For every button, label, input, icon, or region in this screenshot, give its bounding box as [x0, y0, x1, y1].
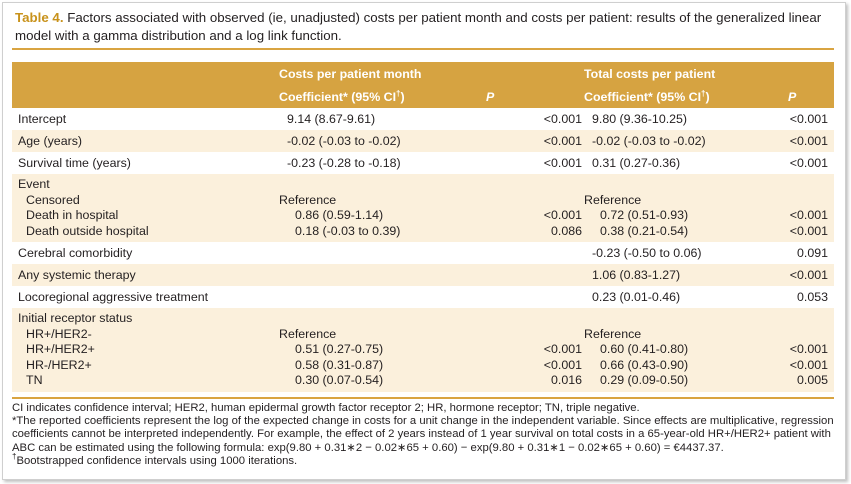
table-figure: Table 4. Factors associated with observe… [2, 2, 846, 480]
table-row: Initial receptor status HR+/HER2- HR+/HE… [12, 308, 834, 392]
footnote-coefficients: *The reported coefficients represent the… [12, 415, 834, 454]
table-row: Age (years) -0.02 (-0.03 to -0.02) <0.00… [12, 130, 834, 152]
caption-text: Factors associated with observed (ie, un… [15, 10, 822, 43]
header-p-2: P [788, 90, 797, 104]
header-total-costs: Total costs per patient [584, 67, 716, 81]
header-row-groups: Costs per patient month Total costs per … [12, 62, 834, 86]
table-bottom-rule [12, 397, 834, 399]
caption-rule [12, 48, 834, 50]
table-row: Event Censored Death in hospital Death o… [12, 174, 834, 242]
header-coef-1: Coefficient* (95% CI†) [279, 88, 405, 104]
table-footnotes: CI indicates confidence interval; HER2, … [12, 402, 842, 468]
table-row: Any systemic therapy 1.06 (0.83-1.27) <0… [12, 264, 834, 286]
table-row: Locoregional aggressive treatment 0.23 (… [18, 290, 828, 304]
footnote-bootstrap: †Bootstrapped confidence intervals using… [12, 452, 298, 467]
footnote-abbreviations: CI indicates confidence interval; HER2, … [12, 402, 640, 414]
table-row: Survival time (years) -0.23 (-0.28 to -0… [18, 156, 828, 170]
table-row: Cerebral comorbidity -0.23 (-0.50 to 0.0… [18, 246, 828, 260]
header-coef-2: Coefficient* (95% CI†) [584, 88, 710, 104]
results-table: Costs per patient month Total costs per … [12, 62, 834, 392]
table-row: Intercept 9.14 (8.67-9.61) <0.001 9.80 (… [18, 112, 828, 126]
header-costs-per-month: Costs per patient month [279, 67, 422, 81]
header-row-columns: Coefficient* (95% CI†) P Coefficient* (9… [12, 86, 834, 108]
caption-label: Table 4. [15, 10, 64, 25]
table-caption: Table 4. Factors associated with observe… [15, 9, 840, 45]
header-p-1: P [486, 90, 495, 104]
